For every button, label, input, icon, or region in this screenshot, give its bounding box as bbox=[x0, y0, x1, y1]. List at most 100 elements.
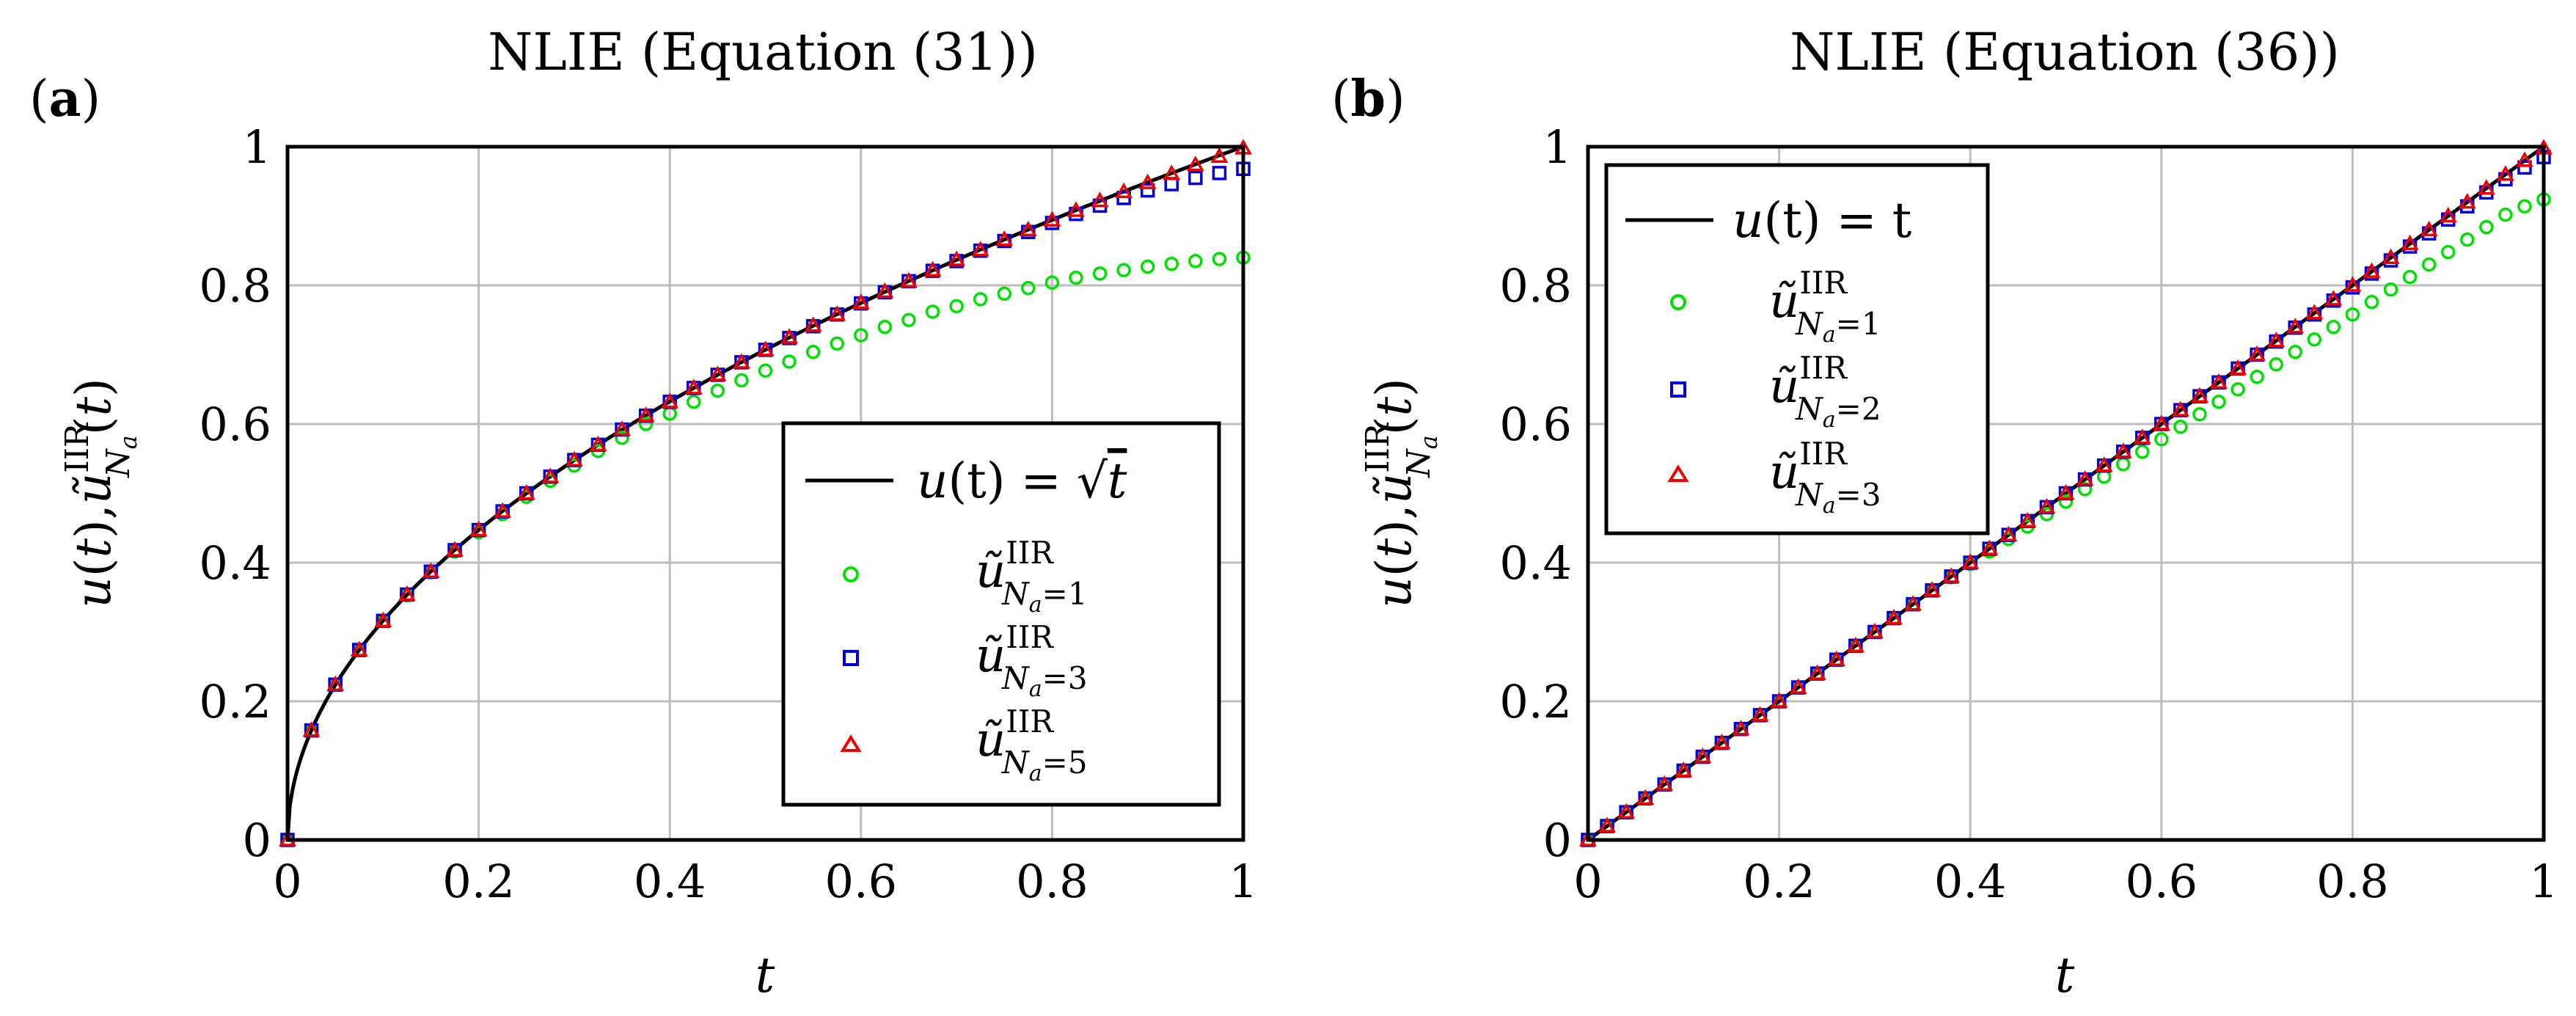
x-tick-label: 0.2 bbox=[442, 855, 515, 908]
marker-triangle bbox=[852, 293, 870, 310]
marker-triangle bbox=[1980, 539, 1999, 555]
marker-triangle bbox=[2076, 470, 2094, 486]
y-tick-label: 0.2 bbox=[1499, 675, 1572, 728]
marker-triangle bbox=[2171, 401, 2189, 417]
marker-triangle bbox=[923, 260, 942, 277]
legend-a-label-1: ũIIR Na=1 bbox=[976, 535, 1088, 618]
marker-triangle bbox=[661, 392, 679, 409]
marker-circle bbox=[2173, 420, 2188, 434]
legend-a-label-2: ũIIR Na=3 bbox=[976, 619, 1088, 702]
legend-a-label-3: ũIIR Na=5 bbox=[976, 703, 1088, 786]
marker-triangle bbox=[709, 365, 727, 381]
marker-triangle bbox=[2439, 206, 2457, 223]
marker-triangle bbox=[1163, 164, 1181, 180]
legend-b-square-swatch bbox=[1670, 381, 1686, 398]
marker-triangle bbox=[565, 450, 583, 467]
x-tick-label: 1 bbox=[1229, 855, 1257, 908]
marker-circle bbox=[2421, 257, 2437, 272]
marker-triangle bbox=[2305, 304, 2324, 320]
marker-triangle bbox=[684, 379, 703, 395]
x-tick-label: 0.2 bbox=[1743, 855, 1815, 908]
marker-circle bbox=[2211, 395, 2226, 409]
legend-a-label-0: u(t) = √t bbox=[917, 453, 1127, 509]
marker-triangle bbox=[1210, 147, 1229, 163]
x-tick-label: 0.8 bbox=[1016, 855, 1088, 908]
legend-a-entry-3: ũIIR Na=5 bbox=[840, 703, 1088, 786]
marker-circle bbox=[901, 313, 916, 327]
marker-triangle bbox=[1091, 191, 1109, 208]
panel-a-legend-box bbox=[781, 421, 1221, 807]
marker-triangle bbox=[2095, 456, 2113, 472]
panel-b-series bbox=[1579, 139, 2553, 847]
x-tick-label: 0 bbox=[1573, 855, 1602, 908]
marker-circle bbox=[2364, 294, 2379, 310]
marker-triangle bbox=[1846, 636, 1865, 653]
marker-triangle bbox=[1923, 581, 1942, 597]
panel-a-tag: (a) bbox=[29, 70, 100, 128]
marker-triangle bbox=[398, 585, 416, 602]
marker-circle bbox=[710, 383, 725, 398]
marker-triangle bbox=[422, 562, 440, 579]
panel-b-tag: (b) bbox=[1331, 70, 1405, 128]
marker-triangle bbox=[1186, 156, 1204, 172]
x-tick-label: 0.4 bbox=[634, 855, 706, 908]
marker-circle bbox=[2517, 199, 2532, 214]
marker-triangle bbox=[1694, 748, 1712, 764]
panel-b-plot-frame bbox=[1586, 145, 2546, 842]
marker-triangle bbox=[2286, 318, 2305, 334]
marker-triangle bbox=[2152, 414, 2170, 431]
panel-b-x-axis-label: t bbox=[2055, 947, 2075, 1004]
marker-circle bbox=[687, 395, 701, 409]
marker-triangle bbox=[541, 467, 560, 483]
marker-triangle bbox=[1808, 664, 1826, 680]
legend-a-entry-2: ũIIR Na=3 bbox=[843, 619, 1088, 702]
panel-b: (b) NLIE (Equation (36)) 0 0.2 0.4 0.6 0.8 10… bbox=[1331, 22, 2558, 1004]
marker-triangle bbox=[1827, 650, 1845, 667]
marker-triangle bbox=[326, 675, 345, 692]
panel-b-legend-box bbox=[1604, 163, 1990, 536]
y-tick-label: 0.2 bbox=[199, 675, 271, 728]
x-tick-label: 0.6 bbox=[824, 855, 897, 908]
marker-circle bbox=[758, 363, 773, 378]
marker-triangle bbox=[1751, 706, 1769, 722]
marker-circle bbox=[1069, 270, 1083, 285]
marker-triangle bbox=[517, 483, 535, 500]
panel-a-title: NLIE (Equation (31)) bbox=[488, 22, 1038, 82]
panel-a: (a) NLIE (Equation (31)) 0 0.2 0.4 0.6 0.8 10… bbox=[29, 22, 1258, 1004]
marker-circle bbox=[2345, 307, 2360, 322]
marker-circle bbox=[1164, 256, 1179, 271]
marker-circle bbox=[2479, 219, 2494, 235]
marker-circle bbox=[949, 299, 964, 314]
marker-triangle bbox=[2057, 483, 2075, 500]
marker-triangle bbox=[1636, 789, 1655, 805]
marker-triangle bbox=[732, 353, 750, 369]
marker-circle bbox=[1092, 266, 1108, 281]
legend-a-triangle-swatch bbox=[840, 734, 862, 752]
marker-circle bbox=[2383, 282, 2398, 297]
marker-triangle bbox=[613, 420, 632, 436]
marker-triangle bbox=[1942, 567, 1961, 583]
marker-triangle bbox=[780, 328, 799, 344]
panel-a-gridlines bbox=[288, 147, 1243, 840]
marker-circle bbox=[2231, 382, 2245, 397]
marker-triangle bbox=[637, 406, 655, 423]
marker-square bbox=[1212, 166, 1227, 180]
marker-circle bbox=[1140, 259, 1155, 274]
marker-triangle bbox=[948, 250, 966, 266]
marker-triangle bbox=[2229, 359, 2247, 376]
marker-triangle bbox=[995, 230, 1014, 246]
panel-b-title: NLIE (Equation (36)) bbox=[1790, 22, 2340, 82]
panel-a-series bbox=[279, 139, 1252, 847]
panel-a-plot-frame bbox=[285, 145, 1245, 842]
legend-b-label-2: ũIIR Na=2 bbox=[1769, 350, 1881, 433]
marker-triangle bbox=[1999, 525, 2018, 541]
y-tick-label: 0.8 bbox=[1499, 259, 1572, 313]
legend-b-entry-0: u(t) = t bbox=[1625, 192, 1911, 249]
marker-triangle bbox=[1770, 692, 1788, 708]
marker-triangle bbox=[1617, 803, 1636, 819]
y-tick-label: 0.4 bbox=[1499, 536, 1572, 590]
marker-circle bbox=[2402, 269, 2418, 285]
legend-b-entry-3: ũIIR Na=3 bbox=[1667, 436, 1881, 519]
